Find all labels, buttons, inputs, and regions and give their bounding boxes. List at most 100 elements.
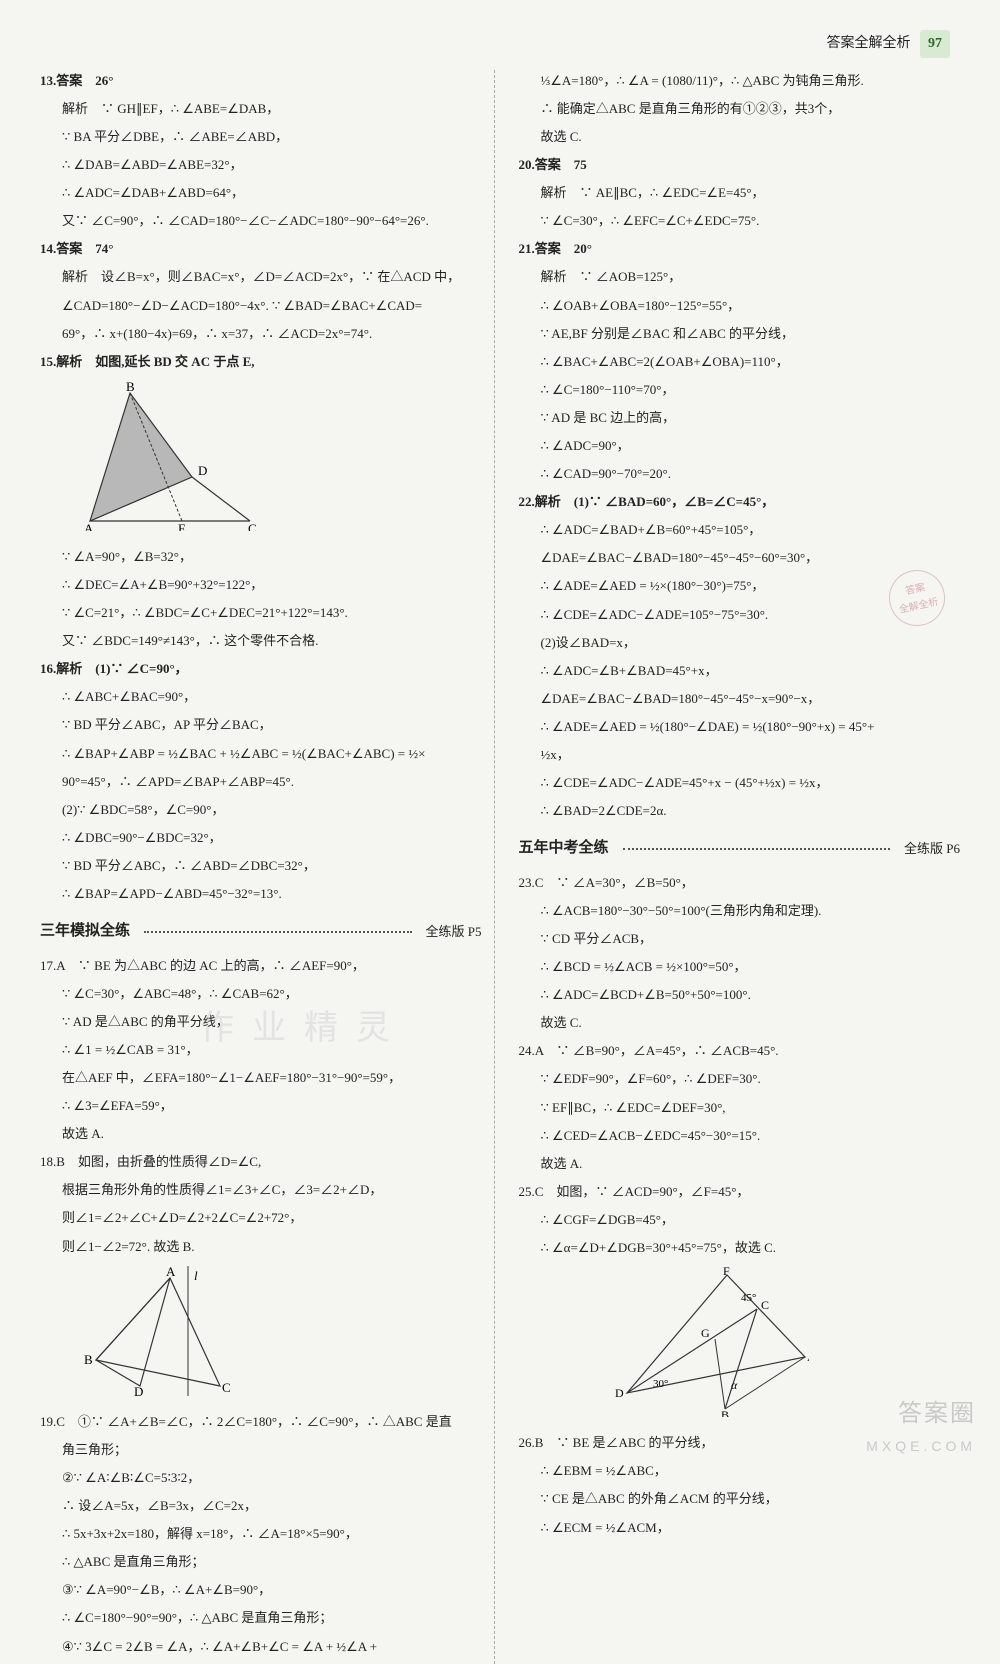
corner-watermark: 答案圈 MXQE.COM	[866, 1394, 976, 1459]
q21-l1: 解析 ∵ ∠AOB=125°，	[519, 266, 961, 288]
q14-l3: 69°，∴ x+(180−4x)=69，∴ x=37，∴ ∠ACD=2x°=74…	[40, 323, 482, 345]
q13-l3: ∴ ∠DAB=∠ABD=∠ABE=32°，	[40, 154, 482, 176]
section-1-title: 三年模拟全练	[40, 919, 130, 945]
q18-l2: 则∠1=∠2+∠C+∠D=∠2+2∠C=∠2+72°，	[40, 1207, 482, 1229]
q17-l5: ∴ ∠3=∠EFA=59°，	[40, 1095, 482, 1117]
q16-l1: ∴ ∠ABC+∠BAC=90°，	[40, 686, 482, 708]
q14-l2: ∠CAD=180°−∠D−∠ACD=180°−4x°. ∵ ∠BAD=∠BAC+…	[40, 295, 482, 317]
q14-l1: 解析 设∠B=x°，则∠BAC=x°，∠D=∠ACD=2x°，∵ 在△ACD 中…	[40, 266, 482, 288]
q21-l3: ∵ AE,BF 分别是∠BAC 和∠ABC 的平分线，	[519, 323, 961, 345]
q15-l2: ∴ ∠DEC=∠A+∠B=90°+32°=122°，	[40, 574, 482, 596]
svg-text:B: B	[84, 1352, 93, 1367]
q13-l1: 解析 ∵ GH∥EF，∴ ∠ABE=∠DAB，	[40, 98, 482, 120]
watermark-main: 答案圈	[898, 1400, 976, 1427]
section-1-ref: 全练版 P5	[426, 921, 482, 943]
q22-l10: ∴ ∠CDE=∠ADC−∠ADE=45°+x − (45°+½x) = ½x，	[519, 772, 961, 794]
q13-answer: 13.答案 26°	[40, 70, 482, 92]
q22-l6: ∴ ∠ADC=∠B+∠BAD=45°+x，	[519, 660, 961, 682]
q18-figure: A B C D l	[70, 1266, 482, 1403]
section-dots	[623, 848, 891, 850]
q22-l2: ∠DAE=∠BAC−∠BAD=180°−45°−45°−60°=30°，	[519, 547, 961, 569]
q22-l8: ∴ ∠ADE=∠AED = ½(180°−∠DAE) = ½(180°−90°+…	[519, 716, 961, 738]
q19c-l1: ⅓∠A=180°，∴ ∠A = (1080/11)°，∴ △ABC 为钝角三角形…	[519, 70, 961, 92]
q23-l2: ∵ CD 平分∠ACB，	[519, 928, 961, 950]
svg-text:l: l	[194, 1268, 198, 1283]
q15-head: 15.解析 如图,延长 BD 交 AC 于点 E,	[40, 351, 482, 373]
svg-text:F: F	[723, 1267, 730, 1278]
svg-text:D: D	[615, 1386, 624, 1400]
q18-l3: 则∠1−∠2=72°. 故选 B.	[40, 1236, 482, 1258]
q17-head: 17.A ∵ BE 为△ABC 的边 AC 上的高，∴ ∠AEF=90°，	[40, 955, 482, 977]
q21-l6: ∵ AD 是 BC 边上的高，	[519, 407, 961, 429]
q22-l11: ∴ ∠BAD=2∠CDE=2α.	[519, 800, 961, 822]
q23-l5: 故选 C.	[519, 1012, 961, 1034]
svg-text:α: α	[731, 1378, 738, 1392]
q16-l6: ∴ ∠DBC=90°−∠BDC=32°，	[40, 827, 482, 849]
svg-text:E: E	[178, 521, 186, 531]
q19c-l3: 故选 C.	[519, 126, 961, 148]
q15-l3: ∵ ∠C=21°，∴ ∠BDC=∠C+∠DEC=21°+122°=143°.	[40, 602, 482, 624]
svg-text:A: A	[84, 521, 94, 531]
q16-l7: ∵ BD 平分∠ABC，∴ ∠ABD=∠DBC=32°，	[40, 855, 482, 877]
q23-head: 23.C ∵ ∠A=30°，∠B=50°，	[519, 872, 961, 894]
q25-head: 25.C 如图，∵ ∠ACD=90°，∠F=45°，	[519, 1181, 961, 1203]
q18-head: 18.B 如图，由折叠的性质得∠D=∠C,	[40, 1151, 482, 1173]
q23-l1: ∴ ∠ACB=180°−30°−50°=100°(三角形内角和定理).	[519, 900, 961, 922]
q15-figure: A B C D E	[70, 381, 482, 538]
q13-l5: 又∵ ∠C=90°，∴ ∠CAD=180°−∠C−∠ADC=180°−90°−6…	[40, 210, 482, 232]
left-column: 13.答案 26° 解析 ∵ GH∥EF，∴ ∠ABE=∠DAB， ∵ BA 平…	[40, 70, 495, 1664]
q19-l7: ④∵ 3∠C = 2∠B = ∠A，∴ ∠A+∠B+∠C = ∠A + ½∠A …	[40, 1636, 482, 1658]
q19-l1: ②∵ ∠A∶∠B∶∠C=5∶3∶2，	[40, 1467, 482, 1489]
q24-head: 24.A ∵ ∠B=90°，∠A=45°，∴ ∠ACB=45°.	[519, 1040, 961, 1062]
q23-l4: ∴ ∠ADC=∠BCD+∠B=50°+50°=100°.	[519, 984, 961, 1006]
svg-text:G: G	[701, 1326, 710, 1340]
q16-l4: 90°=45°，∴ ∠APD=∠BAP+∠ABP=45°.	[40, 771, 482, 793]
svg-text:C: C	[222, 1380, 231, 1395]
section-dots	[144, 931, 412, 933]
svg-text:30°: 30°	[653, 1378, 668, 1390]
q19-l6: ∴ ∠C=180°−90°=90°，∴ △ABC 是直角三角形；	[40, 1607, 482, 1629]
q22-head: 22.解析 (1)∵ ∠BAD=60°，∠B=∠C=45°，	[519, 491, 961, 513]
q13-l2: ∵ BA 平分∠DBE，∴ ∠ABE=∠ABD，	[40, 126, 482, 148]
q22-l9: ½x，	[519, 744, 961, 766]
section-2-ref: 全练版 P6	[904, 838, 960, 860]
q21-l4: ∴ ∠BAC+∠ABC=2(∠OAB+∠OBA)=110°，	[519, 351, 961, 373]
q20-l1: 解析 ∵ AE∥BC，∴ ∠EDC=∠E=45°，	[519, 182, 961, 204]
q26-l1: ∴ ∠EBM = ½∠ABC，	[519, 1460, 961, 1482]
q16-head: 16.解析 (1)∵ ∠C=90°，	[40, 658, 482, 680]
q24-l2: ∵ EF∥BC，∴ ∠EDC=∠DEF=30°,	[519, 1097, 961, 1119]
q16-l2: ∵ BD 平分∠ABC，AP 平分∠BAC，	[40, 714, 482, 736]
q22-l7: ∠DAE=∠BAC−∠BAD=180°−45°−45°−x=90°−x，	[519, 688, 961, 710]
q25-l1: ∴ ∠CGF=∠DGB=45°，	[519, 1209, 961, 1231]
svg-text:B: B	[126, 381, 135, 394]
q24-l1: ∵ ∠EDF=90°，∠F=60°，∴ ∠DEF=30°.	[519, 1068, 961, 1090]
q24-l3: ∴ ∠CED=∠ACB−∠EDC=45°−30°=15°.	[519, 1125, 961, 1147]
q20-answer: 20.答案 75	[519, 154, 961, 176]
q21-answer: 21.答案 20°	[519, 238, 961, 260]
q16-l8: ∴ ∠BAP=∠APD−∠ABD=45°−32°=13°.	[40, 883, 482, 905]
svg-text:B: B	[721, 1408, 729, 1417]
section-2-title: 五年中考全练	[519, 836, 609, 862]
q17-l1: ∵ ∠C=30°，∠ABC=48°，∴ ∠CAB=62°，	[40, 983, 482, 1005]
q21-l2: ∴ ∠OAB+∠OBA=180°−125°=55°，	[519, 295, 961, 317]
q17-l2: ∵ AD 是△ABC 的角平分线，	[40, 1011, 482, 1033]
content-columns: 13.答案 26° 解析 ∵ GH∥EF，∴ ∠ABE=∠DAB， ∵ BA 平…	[40, 70, 960, 1664]
q19-l3: ∴ 5x+3x+2x=180，解得 x=18°，∴ ∠A=18°×5=90°，	[40, 1523, 482, 1545]
watermark-sub: MXQE.COM	[866, 1435, 976, 1459]
svg-text:D: D	[134, 1384, 143, 1396]
q20-l2: ∵ ∠C=30°，∴ ∠EFC=∠C+∠EDC=75°.	[519, 210, 961, 232]
q26-l2: ∵ CE 是△ABC 的外角∠ACM 的平分线，	[519, 1488, 961, 1510]
q22-l5: (2)设∠BAD=x，	[519, 632, 961, 654]
q22-l1: ∴ ∠ADC=∠BAD+∠B=60°+45°=105°，	[519, 519, 961, 541]
q17-l6: 故选 A.	[40, 1123, 482, 1145]
q19-l2: ∴ 设∠A=5x，∠B=3x，∠C=2x，	[40, 1495, 482, 1517]
q25-l2: ∴ ∠α=∠D+∠DGB=30°+45°=75°，故选 C.	[519, 1237, 961, 1259]
q21-l7: ∴ ∠ADC=90°，	[519, 435, 961, 457]
q14-answer: 14.答案 74°	[40, 238, 482, 260]
q23-l3: ∴ ∠BCD = ½∠ACB = ½×100°=50°，	[519, 956, 961, 978]
q18-l1: 根据三角形外角的性质得∠1=∠3+∠C，∠3=∠2+∠D，	[40, 1179, 482, 1201]
q24-l4: 故选 A.	[519, 1153, 961, 1175]
q13-l4: ∴ ∠ADC=∠DAB+∠ABD=64°，	[40, 182, 482, 204]
section-2: 五年中考全练 全练版 P6	[519, 836, 961, 862]
q19c-l2: ∴ 能确定△ABC 是直角三角形的有①②③，共3个，	[519, 98, 961, 120]
